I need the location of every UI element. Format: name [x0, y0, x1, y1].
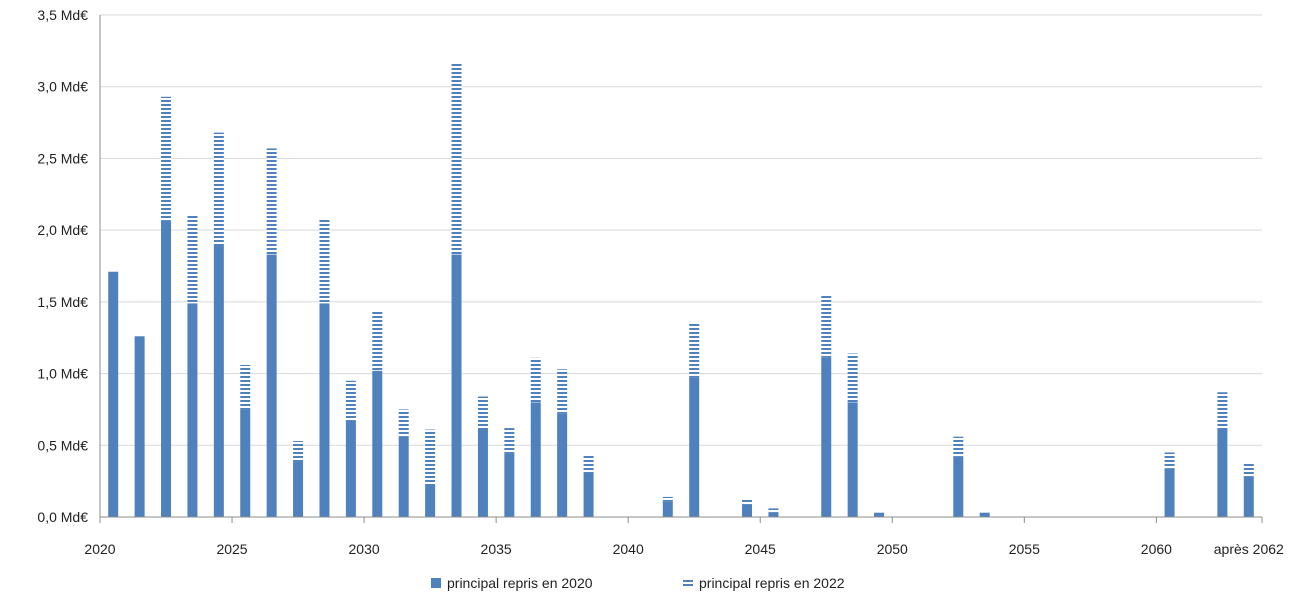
bar-series-2022 — [1164, 452, 1175, 469]
bar-series-2020 — [504, 453, 515, 517]
bar-series-2022 — [319, 218, 330, 304]
y-tick-label: 1,5 Md€ — [37, 294, 88, 310]
y-tick-label: 3,5 Md€ — [37, 7, 88, 23]
bar-series-2020 — [1243, 476, 1254, 517]
bar-series-2022 — [557, 369, 568, 414]
bar-series-2020 — [768, 512, 779, 517]
bar-series-2022 — [504, 428, 515, 454]
legend-swatch — [431, 578, 441, 588]
x-tick-label: 2035 — [481, 541, 512, 557]
bar-series-2020 — [583, 472, 594, 517]
bar-series-2020 — [213, 244, 224, 517]
bar-series-2022 — [240, 364, 251, 410]
bar-series-2020 — [108, 271, 119, 517]
bar-series-2020 — [979, 512, 990, 517]
bar-series-2022 — [583, 455, 594, 473]
bar-series-2022 — [953, 436, 964, 457]
bar-series-2022 — [425, 429, 436, 485]
x-tick-label: 2060 — [1141, 541, 1172, 557]
bar-series-2022 — [187, 215, 198, 304]
y-tick-label: 0,5 Md€ — [37, 437, 88, 453]
bar-series-2020 — [425, 484, 436, 517]
x-tick-label: après 2062 — [1214, 541, 1284, 557]
bar-series-2022 — [451, 62, 462, 255]
bar-series-2020 — [319, 303, 330, 517]
bar-series-2020 — [689, 377, 700, 517]
legend: principal repris en 2020 principal repris… — [431, 575, 845, 591]
bar-series-2020 — [293, 461, 304, 517]
bar-series-2022 — [689, 321, 700, 378]
x-tick-label: 2045 — [745, 541, 776, 557]
bar-series-2020 — [847, 402, 858, 517]
x-tick-label: 2025 — [216, 541, 247, 557]
bar-series-2022 — [847, 353, 858, 403]
bar-series-2020 — [821, 357, 832, 517]
bar-series-2022 — [161, 96, 172, 221]
bar-series-2020 — [1217, 429, 1228, 517]
legend-swatch — [683, 578, 693, 588]
bar-series-2020 — [266, 254, 277, 518]
bar-series-2020 — [953, 456, 964, 517]
bar-series-2022 — [530, 357, 541, 403]
legend-item-2022: principal repris en 2022 — [683, 575, 845, 591]
x-tick-label: 2040 — [613, 541, 644, 557]
bar-series-2022 — [477, 396, 488, 430]
bar-series-2020 — [662, 501, 673, 517]
bar-series-2022 — [742, 499, 753, 505]
bar-series-2020 — [1164, 468, 1175, 517]
bar-series-2022 — [398, 409, 409, 437]
bar-series-2020 — [530, 402, 541, 517]
bar-series-2022 — [662, 496, 673, 502]
bar-series-2022 — [345, 380, 356, 421]
x-tick-label: 2050 — [877, 541, 908, 557]
y-tick-label: 3,0 Md€ — [37, 79, 88, 95]
bar-series-2022 — [1243, 463, 1254, 477]
bar-series-2020 — [742, 504, 753, 517]
bar-series-2022 — [266, 148, 277, 255]
bar-series-2020 — [161, 220, 172, 518]
y-tick-label: 2,0 Md€ — [37, 222, 88, 238]
x-tick-label: 2030 — [349, 541, 380, 557]
bar-series-2022 — [1217, 392, 1228, 430]
bar-series-2022 — [821, 294, 832, 358]
bars — [108, 62, 1254, 518]
bar-series-2020 — [874, 512, 885, 517]
bar-series-2020 — [398, 436, 409, 517]
bar-series-2020 — [372, 370, 383, 517]
y-tick-label: 0,0 Md€ — [37, 509, 88, 525]
bar-series-2022 — [768, 508, 779, 513]
axes: 0,0 Md€ 0,5 Md€ 1,0 Md€ 1,5 Md€ 2,0 Md€ 2,5 M… — [37, 7, 1284, 557]
bar-series-2020 — [187, 303, 198, 517]
y-tick-label: 1,0 Md€ — [37, 366, 88, 382]
legend-label: principal repris en 2020 — [447, 575, 593, 591]
bar-series-2020 — [345, 420, 356, 517]
bar-series-2022 — [372, 310, 383, 371]
bar-series-2020 — [477, 429, 488, 517]
bar-series-2020 — [557, 413, 568, 517]
bar-series-2020 — [451, 254, 462, 518]
bar-series-2022 — [293, 440, 304, 462]
legend-item-2020: principal repris en 2020 — [431, 575, 593, 591]
gridlines — [100, 14, 1262, 446]
x-tick-label: 2020 — [84, 541, 115, 557]
bar-series-2020 — [134, 336, 145, 517]
y-tick-label: 2,5 Md€ — [37, 150, 88, 166]
x-tick-label: 2055 — [1009, 541, 1040, 557]
bar-series-2022 — [213, 132, 224, 245]
bar-series-2020 — [240, 409, 251, 517]
legend-label: principal repris en 2022 — [699, 575, 845, 591]
